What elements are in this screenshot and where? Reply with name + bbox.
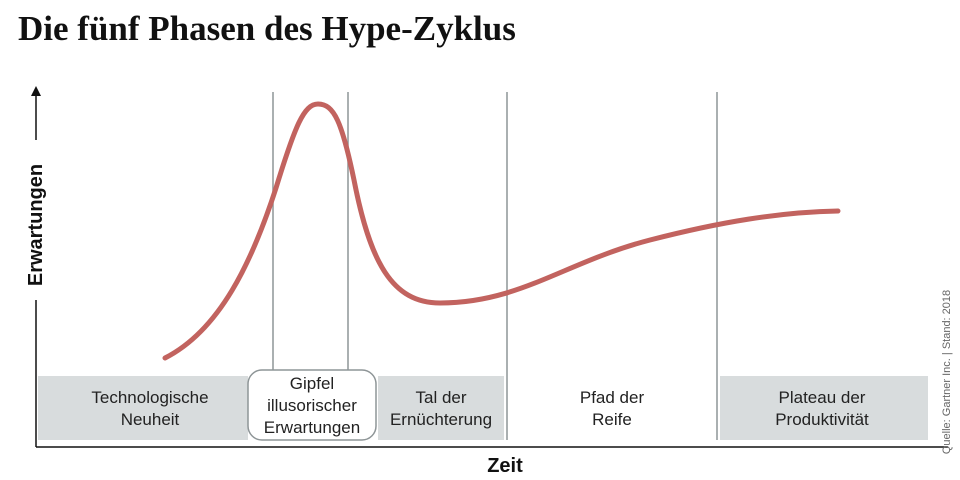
phase-box <box>378 376 504 440</box>
axes <box>35 92 948 448</box>
phase-label: Gipfel <box>290 374 334 393</box>
phase-label: illusorischer <box>267 396 357 415</box>
phase-label: Erwartungen <box>264 418 360 437</box>
separators <box>272 92 718 440</box>
phase-label: Neuheit <box>121 410 180 429</box>
phase-label: Produktivität <box>775 410 869 429</box>
phase-label: Ernüchterung <box>390 410 492 429</box>
source-note: Quelle: Gartner Inc. | Stand: 2018 <box>941 290 953 454</box>
y-axis-label: Erwartungen <box>25 164 47 286</box>
phase-label: Reife <box>592 410 632 429</box>
phase-box <box>38 376 248 440</box>
title: Die fünf Phasen des Hype-Zyklus <box>18 9 516 48</box>
phase-label: Tal der <box>415 388 466 407</box>
phase-box-highlight <box>247 369 377 441</box>
axis-arrow <box>31 86 41 96</box>
phase-label: Technologische <box>91 388 208 407</box>
x-axis-label: Zeit <box>487 455 523 477</box>
phase-label: Pfad der <box>580 388 645 407</box>
phase-box <box>720 376 928 440</box>
phase-label: Plateau der <box>779 388 866 407</box>
hype-curve <box>162 101 841 361</box>
